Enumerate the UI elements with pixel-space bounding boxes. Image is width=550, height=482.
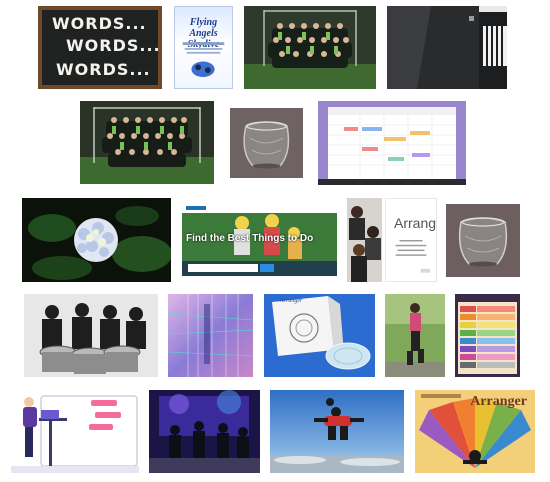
image-tile-stage-performers[interactable]: [149, 390, 260, 473]
poster-artwork: [182, 42, 225, 77]
image-tile-calendar-laptop[interactable]: [318, 101, 466, 185]
glass-vase-photo-2: [446, 204, 520, 277]
speaker-photo: [387, 6, 507, 89]
image-tile-words-chalkboard[interactable]: WORDS... WORDS... WORDS...: [38, 6, 162, 89]
chalk-line-2: WORDS...: [66, 36, 161, 55]
image-tile-glass-vase-2[interactable]: [446, 204, 520, 277]
team-photo-1: [244, 6, 376, 89]
image-tile-laptop-illustration[interactable]: [11, 390, 139, 473]
steel-band-photo: [24, 294, 158, 377]
laptop-work-illustration: [11, 390, 139, 473]
image-tile-hydrangea[interactable]: [22, 198, 171, 282]
abstract-glitch-art: [168, 294, 253, 377]
arranger-box-photo: [264, 294, 375, 377]
chalk-line-1: WORDS...: [52, 14, 147, 33]
calendar-app-screenshot: [318, 101, 466, 185]
image-tile-football-team-2[interactable]: [80, 101, 214, 184]
skyhop-chart-poster: [455, 294, 520, 377]
image-tile-speaker-closeup[interactable]: [387, 6, 507, 89]
image-tile-skyhop-chart[interactable]: [455, 294, 520, 377]
image-tile-skydivers[interactable]: [270, 390, 404, 473]
image-tile-glass-vase-1[interactable]: [230, 108, 303, 178]
image-tile-abstract-glitch[interactable]: [168, 294, 253, 377]
image-tile-kids-group[interactable]: [347, 198, 382, 282]
arranger-title: Arranger: [394, 215, 437, 231]
image-tile-arranger-box[interactable]: Arranger: [264, 294, 375, 377]
image-tile-arranger-poster[interactable]: Arranger: [415, 390, 535, 473]
kids-group-photo: [347, 198, 382, 282]
image-tile-things-to-do-website[interactable]: Find the Best Things to Do: [182, 203, 337, 276]
image-tile-jogger[interactable]: [385, 294, 445, 377]
hydrangea-photo: [22, 198, 171, 282]
website-hero-text: Find the Best Things to Do: [186, 233, 314, 244]
arranger-infographic: [415, 390, 535, 473]
glass-vase-photo-1: [230, 108, 303, 178]
skydivers-photo: [270, 390, 404, 473]
image-tile-steel-band[interactable]: [24, 294, 158, 377]
arranger-text-lines: [395, 240, 431, 273]
team-photo-2: [80, 101, 214, 184]
image-tile-football-team-1[interactable]: [244, 6, 376, 89]
website-hero-photo: [182, 203, 337, 276]
stage-performers-photo: [149, 390, 260, 473]
image-tile-skydive-poster[interactable]: Flying Angels Skydive: [174, 6, 233, 89]
poster-title-line-1: Flying Angels: [189, 17, 218, 39]
image-tile-arranger-text[interactable]: Arranger: [385, 198, 437, 282]
jogger-photo: [385, 294, 445, 377]
arranger-box-label: Arranger: [280, 298, 303, 304]
arranger-poster-title: Arranger: [470, 394, 527, 409]
chalk-line-3: WORDS...: [56, 60, 151, 79]
